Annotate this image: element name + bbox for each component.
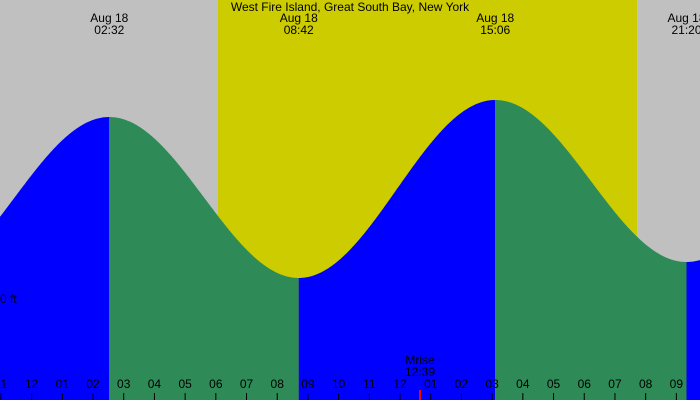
falling-tide bbox=[495, 100, 687, 400]
x-tick-label: 08 bbox=[271, 377, 285, 391]
x-tick-label: 06 bbox=[578, 377, 592, 391]
x-tick-label: 12 bbox=[25, 377, 39, 391]
x-tick-label: 07 bbox=[608, 377, 622, 391]
moonrise-label: Mrise bbox=[405, 353, 435, 367]
x-tick-label: 05 bbox=[547, 377, 561, 391]
x-tick-label: 05 bbox=[178, 377, 192, 391]
chart-title: West Fire Island, Great South Bay, New Y… bbox=[231, 0, 470, 14]
x-tick-label: 04 bbox=[148, 377, 162, 391]
rising-tide bbox=[686, 260, 700, 400]
y-tick-label: 0 ft bbox=[0, 292, 17, 306]
tide-date: Aug 18 bbox=[667, 11, 700, 25]
rising-tide bbox=[0, 117, 110, 400]
x-tick-label: 09 bbox=[670, 377, 684, 391]
x-tick-label: 04 bbox=[516, 377, 530, 391]
x-tick-label: 01 bbox=[424, 377, 438, 391]
tide-time: 15:06 bbox=[480, 23, 510, 37]
moonrise-time: 12:39 bbox=[405, 365, 435, 379]
x-tick-label: 07 bbox=[240, 377, 254, 391]
tide-date: Aug 18 bbox=[90, 11, 128, 25]
tide-time: 08:42 bbox=[284, 23, 314, 37]
x-tick-label: 02 bbox=[455, 377, 469, 391]
x-tick-label: 11 bbox=[0, 377, 7, 391]
tide-date: Aug 18 bbox=[476, 11, 514, 25]
x-tick-label: 10 bbox=[332, 377, 346, 391]
x-tick-label: 06 bbox=[209, 377, 223, 391]
x-tick-label: 02 bbox=[86, 377, 100, 391]
x-tick-label: 12 bbox=[393, 377, 407, 391]
x-tick-label: 11 bbox=[363, 377, 376, 391]
x-tick-label: 09 bbox=[301, 377, 315, 391]
x-tick-label: 01 bbox=[56, 377, 70, 391]
tide-time: 21:20 bbox=[671, 23, 700, 37]
rising-tide bbox=[298, 100, 496, 400]
tide-time: 02:32 bbox=[94, 23, 124, 37]
x-tick-label: 08 bbox=[639, 377, 653, 391]
x-tick-label: 03 bbox=[485, 377, 499, 391]
x-tick-label: 03 bbox=[117, 377, 131, 391]
falling-tide bbox=[109, 117, 299, 400]
tide-date: Aug 18 bbox=[280, 11, 318, 25]
